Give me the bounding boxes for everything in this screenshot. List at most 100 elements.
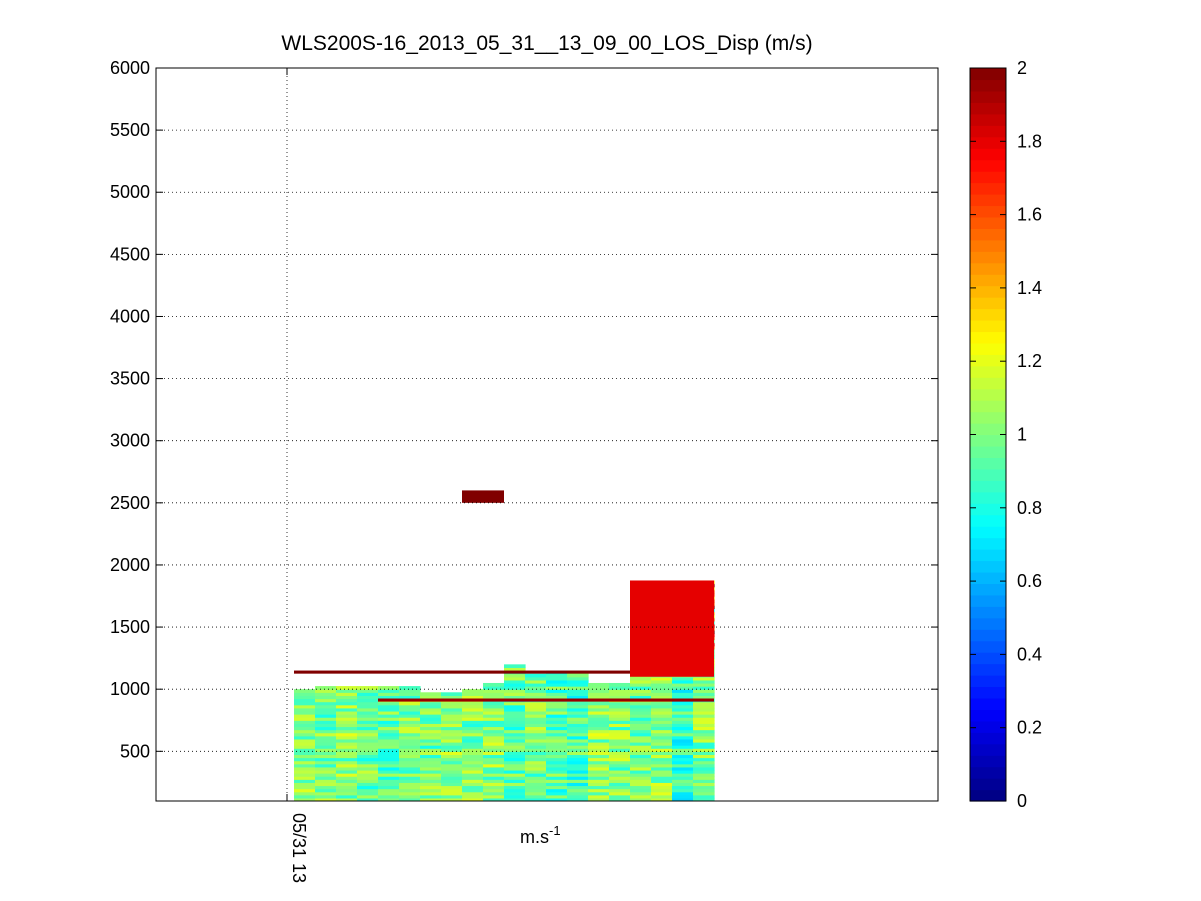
heatmap-cell [483,704,505,709]
heatmap-cell [378,782,400,787]
heatmap-cell [630,729,652,734]
y-tick-label: 2500 [110,493,150,513]
heatmap-cell [546,732,568,737]
heatmap-cell [609,797,631,801]
heatmap-cell [399,707,421,712]
heatmap-cell [441,797,463,801]
heatmap-cell [504,769,526,774]
heatmap-cell [357,714,379,718]
heatmap-cell [609,741,631,746]
heatmap-cell [504,720,526,724]
heatmap-cell [483,710,505,715]
colorbar-segment [970,663,1006,676]
heatmap-cell [525,757,547,762]
heatmap-cell [546,748,568,752]
heatmap-cell [483,754,505,759]
y-axis: 500 1000 1500 2000 2500 3000 3500 4000 4500 5000 5… [110,58,938,761]
heatmap-cell [630,704,652,709]
heatmap-cell [672,745,694,749]
heatmap-cell [525,776,547,780]
heatmap-cell [294,689,316,693]
heatmap-cell [588,760,610,765]
heatmap-cell [483,751,505,756]
heatmap-cell [441,701,463,706]
colorbar-segment [970,491,1006,504]
heatmap-cell [294,754,316,759]
heatmap-cell [462,729,484,734]
heatmap-cell [441,773,463,777]
heatmap-cell [525,704,547,709]
heatmap-cell [462,763,484,768]
heatmap-cell [672,748,694,752]
colorbar-segment [970,125,1006,138]
heatmap-cell [504,754,526,759]
heatmap-cell [504,667,526,672]
heatmap-cell [588,682,610,687]
heatmap-cell [651,779,673,783]
heatmap-cell [357,779,379,783]
heatmap-cell [609,701,631,706]
heatmap-cell [672,769,694,774]
heatmap-cell [315,741,337,746]
heatmap-cell [567,679,589,684]
heatmap-cell [504,729,526,734]
heatmap-cell [525,785,547,790]
heatmap-cell [399,745,421,749]
heatmap-cell [315,794,337,799]
heatmap-cell [441,766,463,771]
heatmap-cell [651,714,673,718]
heatmap-cell [315,723,337,728]
heatmap-cell [357,732,379,737]
heatmap-cell [651,729,673,734]
heatmap-cell [525,682,547,687]
heatmap-cell [420,797,442,801]
heatmap-cell [525,689,547,693]
heatmap-cell [483,729,505,734]
heatmap-cell [462,748,484,752]
heatmap-cell [504,664,526,669]
heatmap-cell [588,773,610,777]
heatmap-cell [315,729,337,734]
colorbar-segment [970,308,1006,321]
heatmap-cell [441,707,463,712]
heatmap-cell [504,785,526,790]
heatmap-cell [588,763,610,768]
heatmap-cell [609,745,631,749]
heatmap-cell [441,748,463,752]
heatmap-cell [441,741,463,746]
colorbar-segment [970,606,1006,619]
heatmap-cell [294,766,316,771]
heatmap-cell [357,785,379,790]
heatmap-cell [588,751,610,756]
heatmap-cell [609,769,631,774]
heatmap-cell [420,729,442,734]
heatmap-cell [399,779,421,783]
heatmap-cell [462,757,484,762]
heatmap-cell [357,766,379,771]
heatmap-cell [609,689,631,693]
heatmap-cell [546,717,568,721]
heatmap-cell [378,791,400,796]
heatmap-cell [630,679,652,684]
heatmap-cell [399,748,421,752]
heatmap-cell [336,766,358,771]
heatmap-cell [609,788,631,793]
heatmap-feature [378,698,714,702]
colorbar-segment [970,697,1006,710]
heatmap-cell [609,682,631,687]
heatmap-cell [399,754,421,759]
heatmap-cell [588,707,610,712]
heatmap-cell [609,782,631,787]
heatmap-cell [609,776,631,780]
heatmap-cell [525,729,547,734]
heatmap-cell [336,763,358,768]
heatmap-cell [672,735,694,740]
heatmap-cell [651,791,673,796]
heatmap-cell [315,714,337,718]
heatmap-cell [378,754,400,759]
heatmap-cell [399,735,421,740]
colorbar-segment [970,652,1006,665]
heatmap-cell [504,794,526,799]
heatmap-cell [630,785,652,790]
heatmap-cell [525,673,547,678]
